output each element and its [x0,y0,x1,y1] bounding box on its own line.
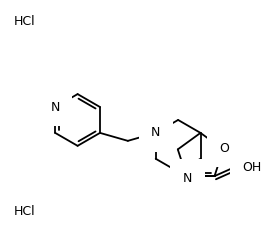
Text: N: N [183,172,192,184]
Text: HCl: HCl [14,14,36,27]
Text: N: N [51,101,60,114]
Text: O: O [219,142,229,155]
Text: N: N [151,126,160,140]
Text: OH: OH [242,161,262,174]
Text: HCl: HCl [14,205,36,218]
